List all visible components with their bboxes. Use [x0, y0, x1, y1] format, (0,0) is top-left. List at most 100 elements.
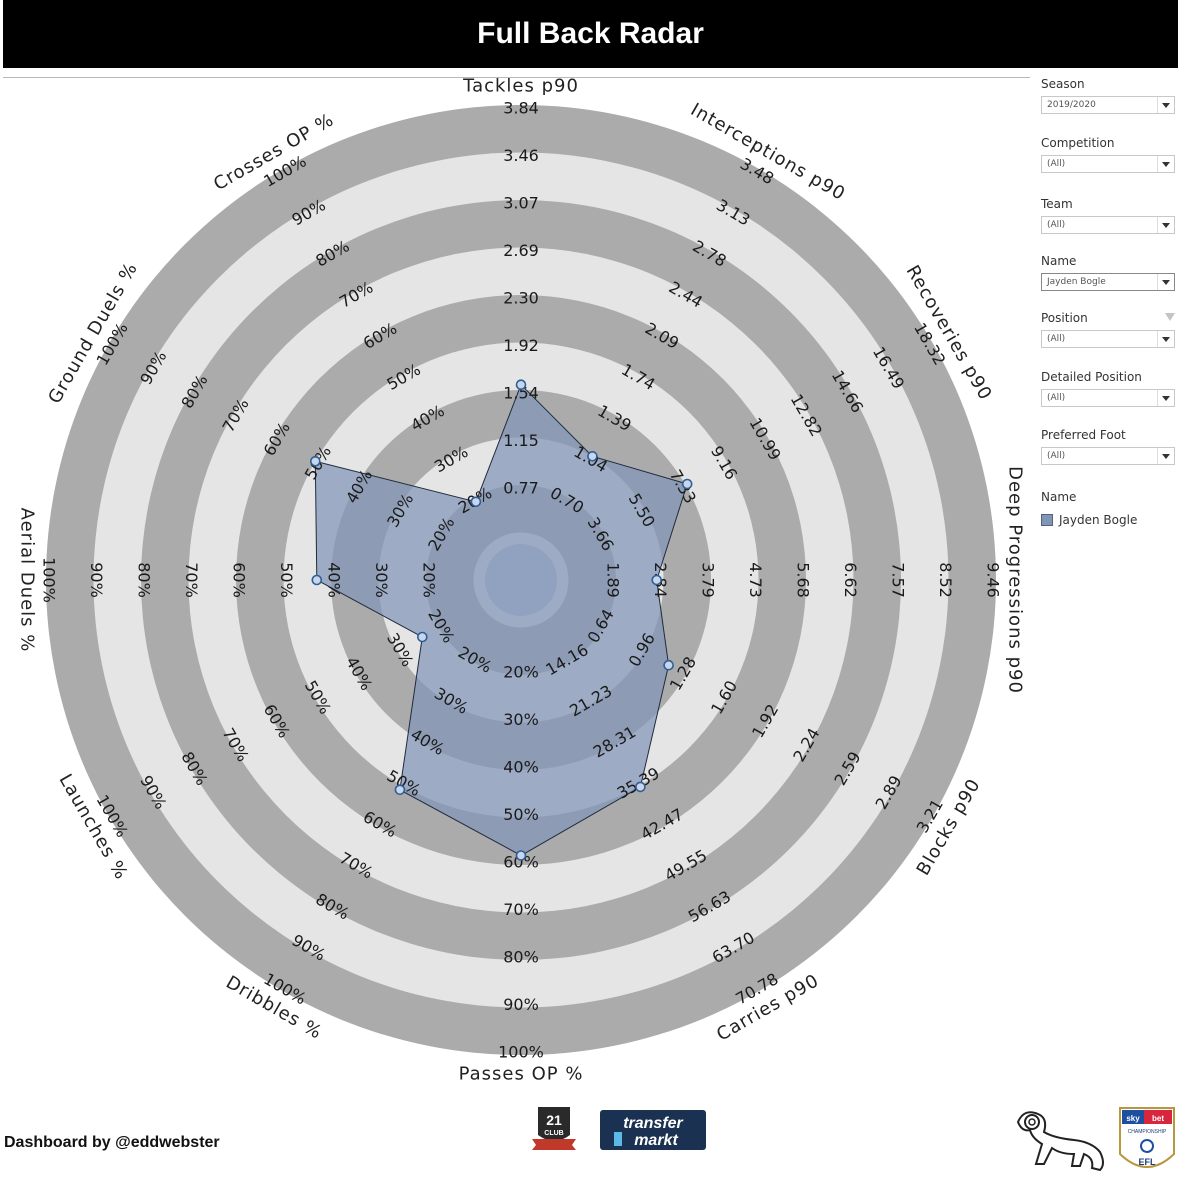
axis-label: Aerial Duels %	[17, 508, 38, 653]
tick-label: 1.92	[503, 336, 539, 355]
tick-label: 3.79	[699, 562, 718, 598]
tick-label: 2.30	[503, 289, 539, 308]
filter-value: (All)	[1047, 451, 1066, 461]
filter-team: Team (All)	[1041, 196, 1177, 234]
tick-label: 4.73	[746, 562, 765, 598]
data-point	[587, 450, 598, 462]
tick-label: 20%	[503, 663, 539, 682]
filter-label: Team	[1041, 197, 1073, 211]
transfermarkt-logo: transfer markt	[600, 1110, 706, 1150]
tick-label: 100%	[40, 557, 59, 603]
data-point	[470, 496, 482, 508]
tick-label: 50%	[277, 562, 296, 598]
dashboard-credit[interactable]: Dashboard by @eddwebster	[4, 1134, 220, 1151]
svg-text:bet: bet	[1152, 1114, 1164, 1123]
tick-label: 1.89	[604, 562, 623, 598]
filter-value: (All)	[1047, 393, 1066, 403]
radar-chart: 0.771.151.541.922.302.693.073.463.840.70…	[17, 76, 1026, 1085]
legend-item-jayden-bogle[interactable]: Jayden Bogle	[1041, 513, 1177, 527]
tick-label: 50%	[503, 805, 539, 824]
tick-label: 40%	[325, 562, 344, 598]
data-point	[663, 659, 674, 671]
tick-label: 90%	[87, 562, 106, 598]
filter-dropdown[interactable]: (All)	[1041, 155, 1175, 173]
filter-label: Name	[1041, 254, 1077, 268]
filter-value: Jayden Bogle	[1047, 277, 1106, 287]
legend-item-label: Jayden Bogle	[1059, 513, 1138, 527]
axis-label: Tackles p90	[462, 76, 579, 97]
data-point	[681, 478, 693, 490]
svg-text:markt: markt	[634, 1132, 678, 1149]
filter-detailed-position: Detailed Position (All)	[1041, 369, 1177, 407]
filter-preferred-foot: Preferred Foot (All)	[1041, 427, 1177, 465]
svg-text:EFL: EFL	[1139, 1157, 1157, 1167]
data-point	[311, 574, 323, 586]
data-point	[309, 455, 321, 467]
data-point	[416, 631, 428, 643]
filter-funnel-icon[interactable]	[1165, 313, 1175, 321]
data-point	[515, 850, 527, 861]
filter-value: 2019/2020	[1047, 100, 1096, 110]
data-point	[515, 379, 527, 391]
filter-dropdown[interactable]: 2019/2020	[1041, 96, 1175, 114]
filter-dropdown[interactable]: (All)	[1041, 330, 1175, 348]
filter-dropdown[interactable]: (All)	[1041, 389, 1175, 407]
dashboard-title: Full Back Radar	[3, 0, 1178, 68]
data-point	[635, 781, 646, 793]
chevron-down-icon[interactable]	[1157, 217, 1174, 233]
filter-value: (All)	[1047, 159, 1066, 169]
legend: Name Jayden Bogle	[1041, 489, 1177, 527]
tick-label: 3.07	[503, 194, 539, 213]
legend-title: Name	[1041, 490, 1077, 504]
filter-label: Detailed Position	[1041, 370, 1142, 384]
tick-label: 40%	[503, 758, 539, 777]
chevron-down-icon[interactable]	[1157, 97, 1174, 113]
chevron-down-icon[interactable]	[1157, 390, 1174, 406]
tick-label: 60%	[503, 853, 539, 872]
tick-label: 7.57	[889, 562, 908, 598]
data-point	[651, 574, 663, 586]
filter-season: Season 2019/2020	[1041, 76, 1177, 114]
tick-label: 6.62	[841, 562, 860, 598]
svg-text:transfer: transfer	[623, 1115, 683, 1132]
filter-value: (All)	[1047, 334, 1066, 344]
filter-label: Position	[1041, 311, 1088, 325]
tick-label: 80%	[503, 948, 539, 967]
filter-position: Position (All)	[1041, 310, 1177, 348]
tick-label: 5.68	[794, 562, 813, 598]
tick-label: 80%	[135, 562, 154, 598]
tick-label: 20%	[420, 562, 439, 598]
svg-text:sky: sky	[1126, 1114, 1140, 1123]
filter-dropdown[interactable]: (All)	[1041, 216, 1175, 234]
filter-dropdown[interactable]: Jayden Bogle	[1041, 273, 1175, 291]
tick-label: 70%	[182, 562, 201, 598]
svg-text:21: 21	[546, 1112, 562, 1128]
tick-label: 70%	[503, 900, 539, 919]
chevron-down-icon[interactable]	[1157, 331, 1174, 347]
tick-label: 1.15	[503, 431, 539, 450]
tick-label: 2.69	[503, 241, 539, 260]
tick-label: 3.84	[503, 99, 539, 118]
filter-label: Preferred Foot	[1041, 428, 1126, 442]
tick-label: 9.46	[984, 562, 1003, 598]
legend-swatch	[1041, 514, 1053, 526]
filter-label: Season	[1041, 77, 1085, 91]
tick-label: 30%	[503, 710, 539, 729]
sky-bet-championship-efl-logo: sky bet CHAMPIONSHIP EFL	[1119, 1107, 1175, 1168]
tick-label: 8.52	[936, 562, 955, 598]
tick-label: 0.77	[503, 479, 539, 498]
filter-dropdown[interactable]: (All)	[1041, 447, 1175, 465]
chevron-down-icon[interactable]	[1157, 448, 1174, 464]
title-divider	[3, 77, 1030, 78]
axis-label: Passes OP %	[459, 1064, 584, 1085]
filter-competition: Competition (All)	[1041, 135, 1177, 173]
tick-label: 30%	[372, 562, 391, 598]
filter-name: Name Jayden Bogle	[1041, 253, 1177, 291]
tick-label: 90%	[503, 995, 539, 1014]
svg-text:CHAMPIONSHIP: CHAMPIONSHIP	[1128, 1129, 1167, 1135]
derby-county-ram-logo	[1016, 1111, 1104, 1172]
filter-label: Competition	[1041, 136, 1115, 150]
chevron-down-icon[interactable]	[1157, 156, 1174, 172]
tick-label: 1.54	[503, 384, 539, 403]
chevron-down-icon[interactable]	[1157, 274, 1174, 290]
